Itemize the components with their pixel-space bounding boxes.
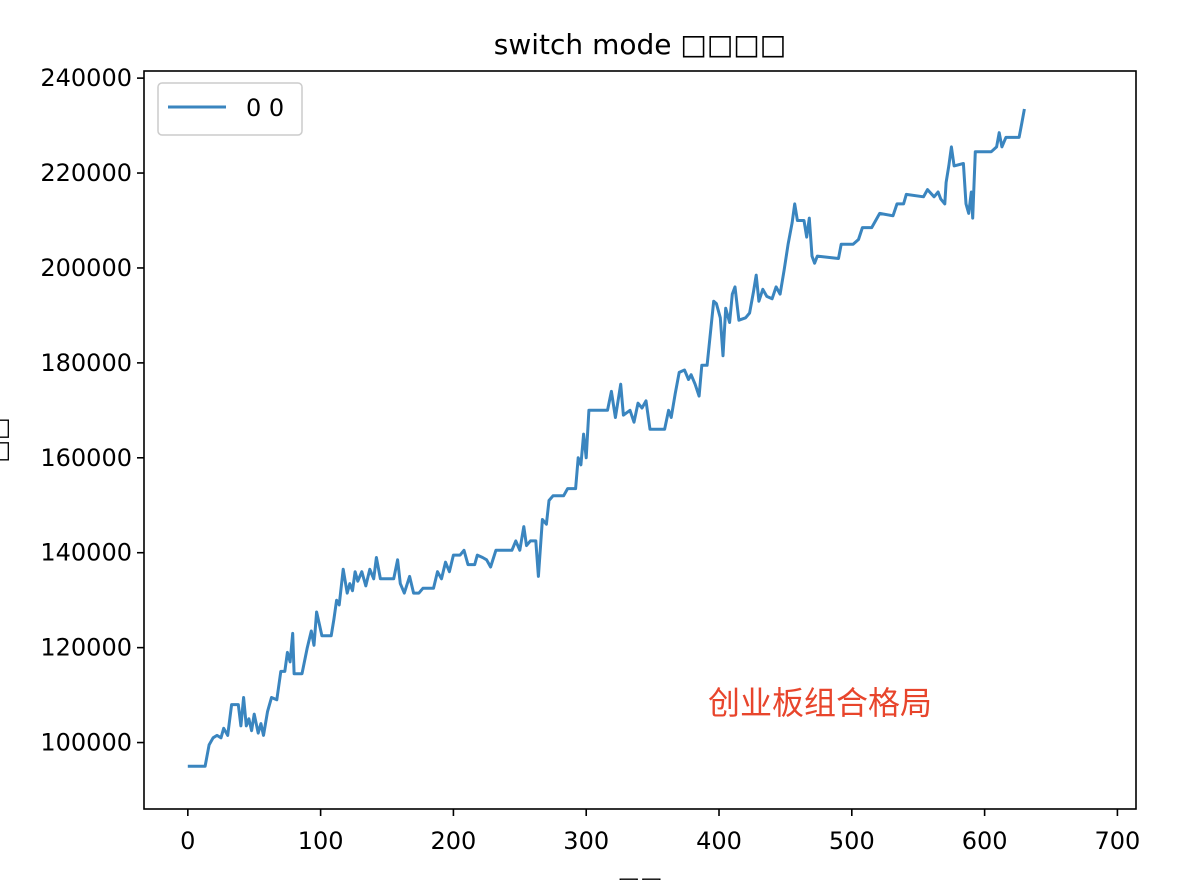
y-tick-label: 240000 xyxy=(40,64,132,92)
x-tick-label: 700 xyxy=(1095,827,1141,855)
x-axis-title: □□ xyxy=(617,872,662,880)
y-tick-label: 140000 xyxy=(40,539,132,567)
plot-frame xyxy=(143,70,1137,810)
legend-box xyxy=(157,82,303,136)
legend: 0 0 xyxy=(157,82,303,136)
y-tick-label: 220000 xyxy=(40,159,132,187)
legend-label: 0 0 xyxy=(246,94,284,122)
y-tick-label: 100000 xyxy=(40,729,132,757)
x-tick-label: 600 xyxy=(962,827,1008,855)
y-tick-label: 200000 xyxy=(40,254,132,282)
series-line-0 xyxy=(187,108,1026,768)
x-tick-label: 300 xyxy=(563,827,609,855)
x-tick-label: 100 xyxy=(298,827,344,855)
x-tick-label: 0 xyxy=(180,827,195,855)
x-tick-label: 400 xyxy=(696,827,742,855)
series-layer xyxy=(187,108,1026,768)
y-axis: 100000 120000 140000 160000 180000 200000 2200… xyxy=(40,64,144,757)
x-axis: 0 100 200 300 400 500 600 700 xyxy=(180,809,1140,855)
x-tick-label: 500 xyxy=(829,827,875,855)
y-tick-label: 180000 xyxy=(40,349,132,377)
chart-title: switch mode □□□□ xyxy=(494,28,786,61)
y-tick-label: 160000 xyxy=(40,444,132,472)
annotation-text: 创业板组合格局 xyxy=(708,684,932,722)
y-tick-label: 120000 xyxy=(40,634,132,662)
y-axis-title: □□ xyxy=(0,417,12,462)
x-tick-label: 200 xyxy=(431,827,477,855)
